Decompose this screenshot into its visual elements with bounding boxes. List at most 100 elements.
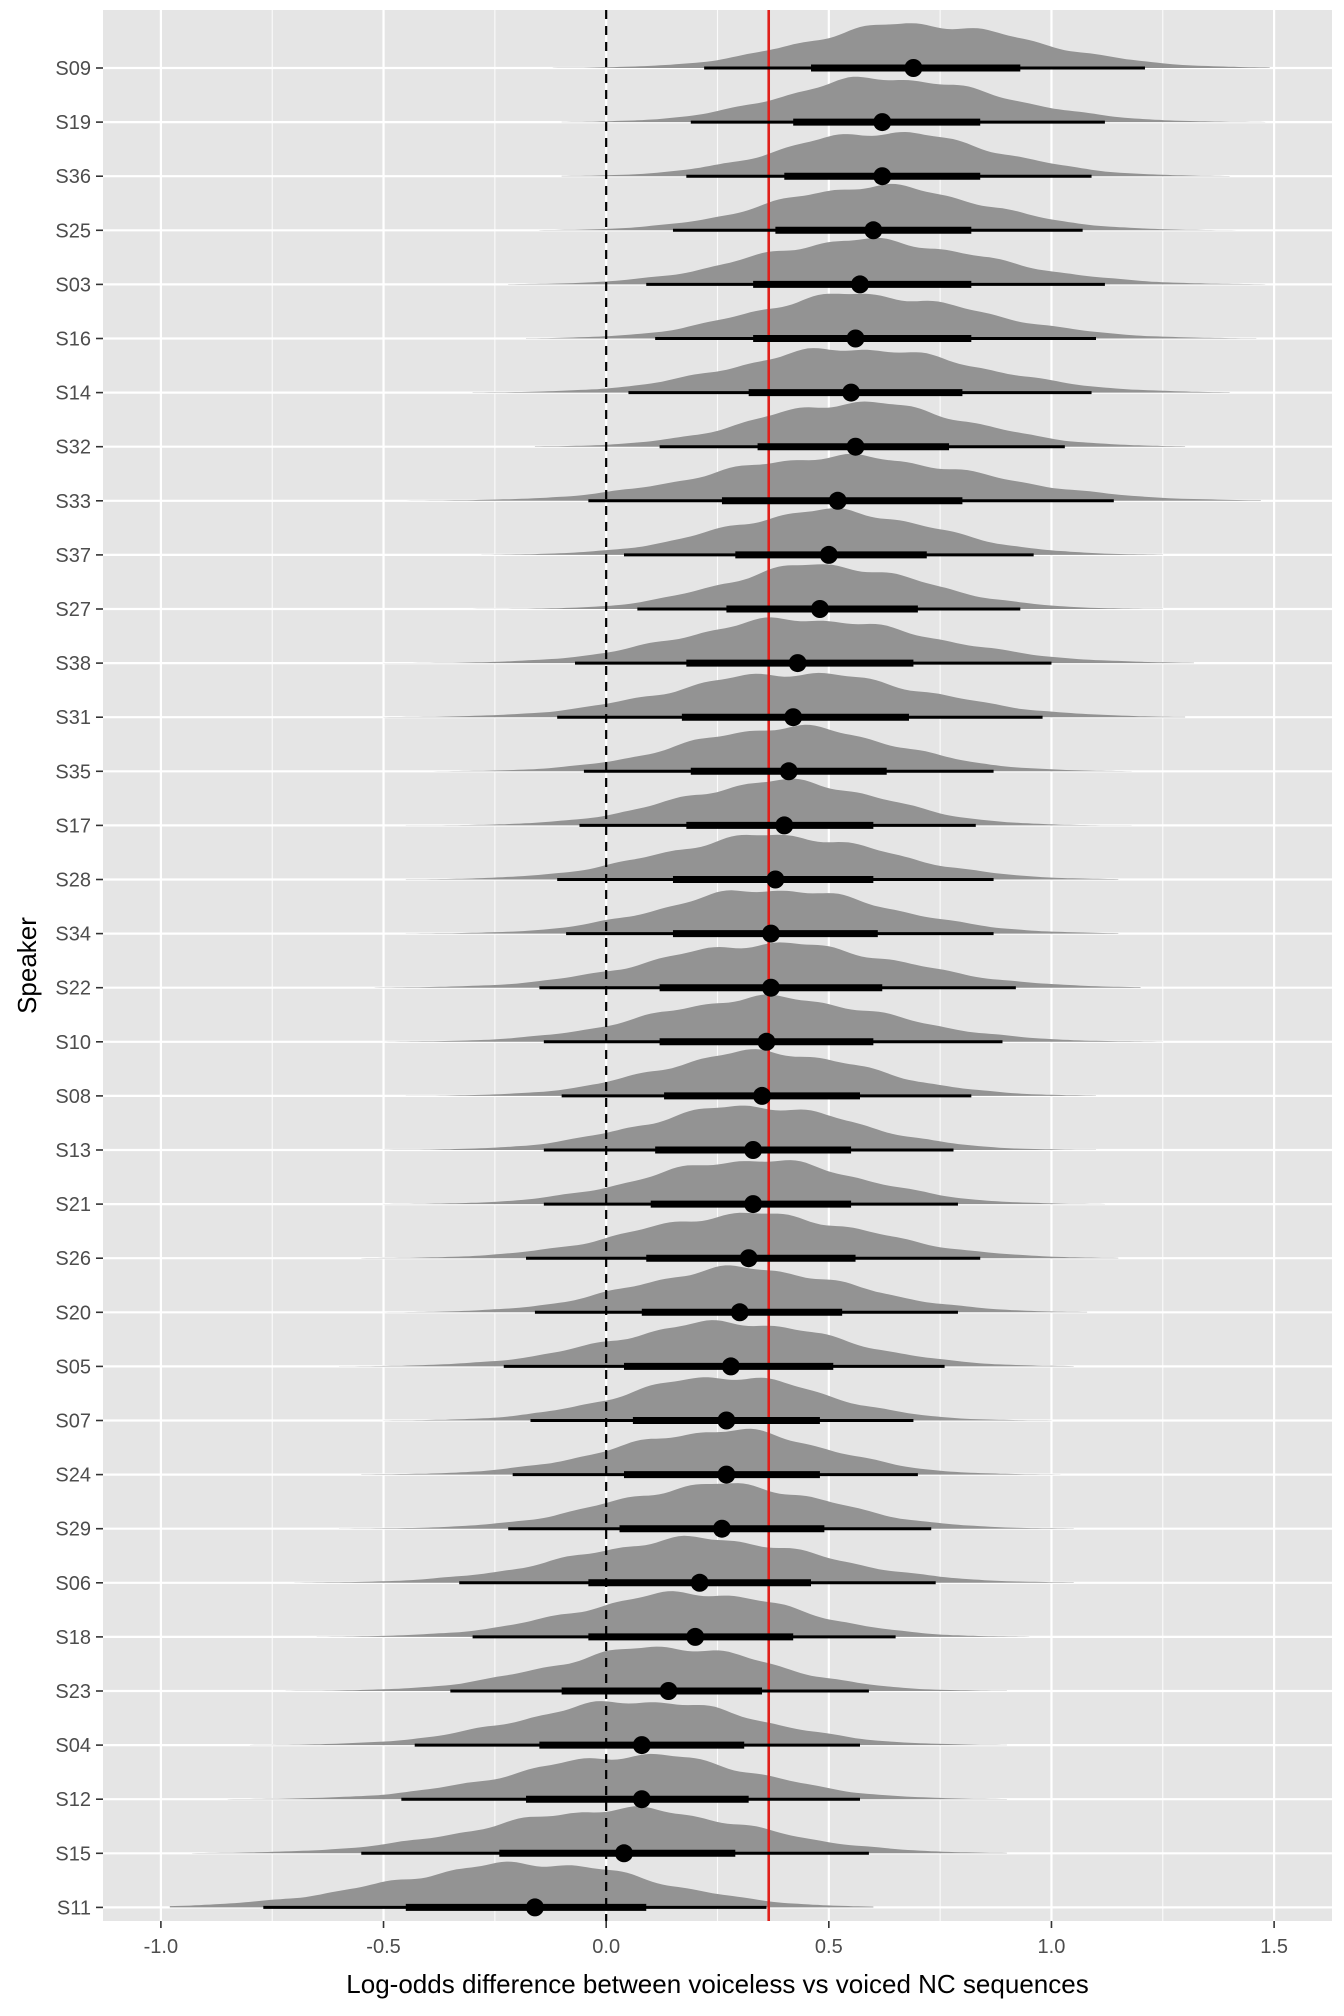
density-s28	[405, 834, 1119, 880]
median-point	[757, 1032, 776, 1051]
density-s24	[361, 1428, 1061, 1475]
x-tick-label: -1.0	[144, 1936, 178, 1958]
interval-s08	[561, 1086, 972, 1105]
interval-s04	[414, 1736, 860, 1755]
interval-s05	[503, 1357, 945, 1376]
y-tick-label: S05	[55, 1356, 91, 1378]
y-tick-label: S04	[55, 1735, 91, 1757]
interval-s06	[459, 1573, 936, 1592]
y-tick-label: S09	[55, 58, 91, 80]
median-point	[810, 600, 829, 618]
interval-s36	[686, 167, 1092, 186]
median-point	[846, 437, 865, 456]
median-point	[784, 708, 803, 727]
interval-s17	[579, 816, 976, 835]
y-tick-label: S11	[57, 1897, 91, 1919]
y-tick-label: S31	[55, 707, 91, 729]
density-s13	[383, 1105, 1096, 1150]
median-point	[744, 1141, 763, 1159]
y-tick-label: S08	[55, 1086, 91, 1108]
interval-s33	[588, 491, 1114, 510]
interval-s21	[543, 1195, 958, 1214]
density-s10	[383, 994, 1163, 1042]
y-tick-label: S38	[55, 653, 91, 675]
density-s07	[383, 1377, 1052, 1421]
x-tick-label: 0.0	[592, 1936, 620, 1958]
median-point	[739, 1249, 758, 1268]
y-tick-label: S06	[55, 1573, 91, 1595]
interval-s14	[628, 383, 1092, 402]
median-point	[659, 1682, 678, 1700]
density-s14	[472, 348, 1230, 393]
interval-s22	[539, 978, 1016, 997]
y-tick-label: S21	[55, 1194, 91, 1216]
density-s12	[227, 1753, 1007, 1800]
interval-s27	[637, 600, 1021, 618]
density-s03	[508, 237, 1266, 285]
density-s36	[561, 132, 1230, 177]
interval-s31	[557, 708, 1043, 727]
density-s20	[383, 1265, 1088, 1313]
median-point	[828, 491, 847, 510]
y-tick-label: S35	[55, 761, 91, 783]
interval-s16	[655, 329, 1096, 348]
density-s25	[539, 183, 1252, 231]
median-point	[632, 1790, 651, 1809]
interval-s03	[646, 275, 1105, 294]
density-s11	[169, 1861, 874, 1908]
x-tick-label: 1.5	[1260, 1936, 1288, 1958]
interval-s11	[263, 1898, 767, 1917]
interval-s12	[401, 1790, 860, 1809]
y-axis: S09 S19 S36 S25 S03 S16 S14 S32 S33 S37 S27 S38 S31 S…	[55, 58, 103, 1919]
median-point	[614, 1844, 633, 1863]
density-s15	[192, 1806, 1007, 1854]
interval-s35	[583, 762, 994, 781]
y-tick-label: S32	[55, 437, 91, 459]
y-tick-label: S22	[55, 978, 91, 1000]
interval-s32	[659, 437, 1065, 456]
y-tick-label: S25	[55, 220, 91, 242]
median-point	[744, 1195, 763, 1214]
interval-s10	[543, 1032, 1003, 1051]
interval-s23	[450, 1682, 869, 1700]
median-point	[904, 59, 923, 77]
interval-s18	[472, 1627, 896, 1646]
x-tick-label: 0.5	[815, 1936, 843, 1958]
density-s33	[405, 453, 1261, 501]
y-tick-label: S15	[55, 1843, 91, 1865]
density-s16	[526, 293, 1257, 339]
density-s31	[383, 672, 1186, 718]
interval-s34	[566, 924, 994, 943]
median-point	[766, 870, 785, 889]
median-point	[864, 221, 883, 240]
median-point	[779, 762, 798, 781]
median-point	[686, 1627, 705, 1646]
y-tick-label: S23	[55, 1681, 91, 1703]
interval-s19	[690, 113, 1105, 132]
y-tick-label: S14	[55, 383, 91, 405]
median-point	[788, 654, 807, 673]
density-s19	[561, 76, 1266, 123]
median-point	[721, 1357, 740, 1376]
density-s04	[249, 1701, 1007, 1746]
density-s06	[294, 1535, 1074, 1583]
y-tick-label: S03	[55, 274, 91, 296]
interval-s29	[508, 1519, 932, 1538]
y-axis-title: Speaker	[12, 917, 42, 1014]
y-tick-label: S28	[55, 870, 91, 892]
median-point	[525, 1898, 544, 1917]
y-tick-label: S19	[55, 112, 91, 134]
x-axis-title: Log-odds difference between voiceless vs…	[346, 1969, 1088, 1999]
median-point	[712, 1519, 731, 1538]
interval-s09	[704, 59, 1145, 77]
density-s23	[285, 1646, 1007, 1691]
interval-s20	[534, 1303, 958, 1322]
median-point	[842, 383, 861, 402]
y-tick-label: S27	[55, 599, 91, 621]
median-point	[873, 167, 892, 186]
y-tick-label: S26	[55, 1248, 91, 1270]
median-point	[850, 275, 869, 294]
interval-s28	[557, 870, 994, 889]
interval-s38	[575, 654, 1052, 673]
